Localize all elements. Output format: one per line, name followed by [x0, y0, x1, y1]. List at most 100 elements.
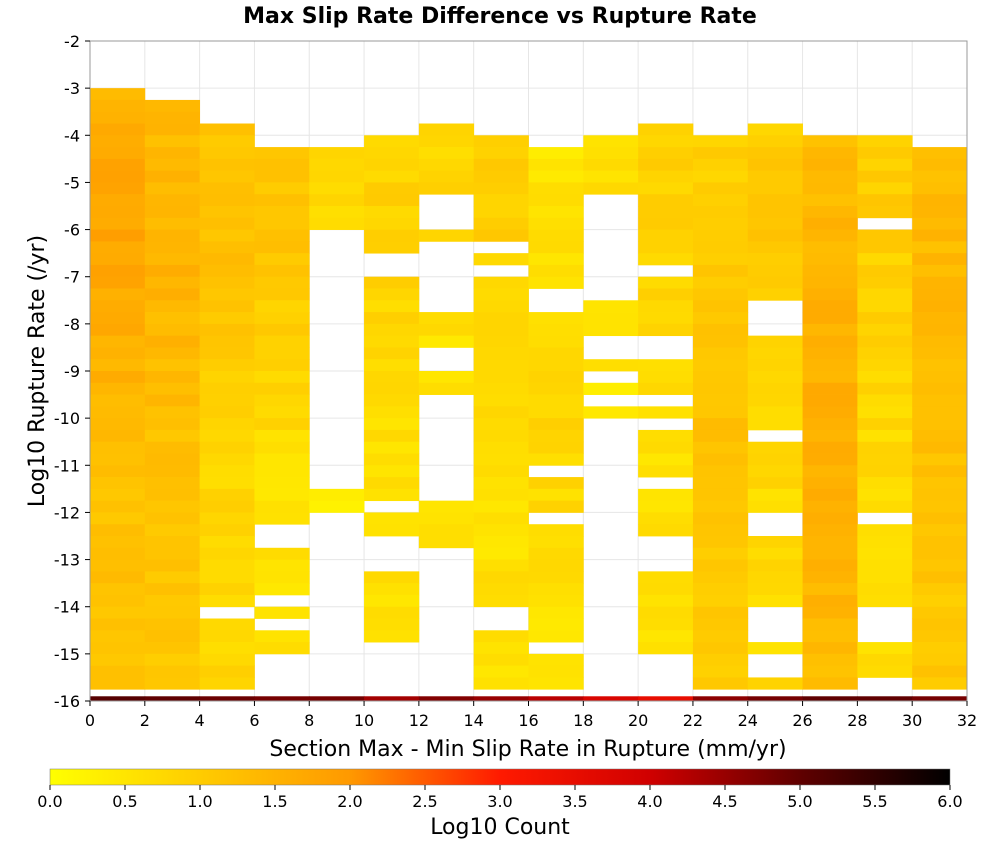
heatmap-cell — [144, 217, 201, 230]
heatmap-cell — [528, 359, 584, 372]
heatmap-cell — [802, 135, 858, 148]
heatmap-cell — [638, 465, 694, 478]
heatmap-cell — [638, 606, 694, 619]
heatmap-cell — [912, 394, 968, 407]
x-tick-label: 2 — [140, 711, 150, 730]
heatmap-cell — [199, 312, 255, 325]
heatmap-cell — [638, 630, 694, 643]
heatmap-cell — [473, 217, 529, 230]
heatmap-cell — [912, 677, 968, 690]
heatmap-cell — [254, 359, 310, 372]
heatmap-cell — [144, 677, 201, 690]
heatmap-cell — [747, 559, 803, 572]
heatmap-cell — [747, 406, 803, 419]
heatmap-cell — [802, 512, 858, 525]
heatmap-cell — [747, 347, 803, 360]
heatmap-cell — [638, 359, 694, 372]
x-tick-label: 30 — [902, 711, 922, 730]
heatmap-cell — [747, 488, 803, 502]
heatmap-cell — [692, 335, 749, 348]
heatmap-cell — [309, 170, 365, 183]
heatmap-cell — [747, 453, 803, 466]
heatmap-cell — [857, 406, 913, 419]
heatmap-cell — [528, 182, 584, 195]
heatmap-cell — [912, 642, 968, 655]
heatmap-cell — [254, 406, 310, 419]
heatmap-cell — [528, 441, 584, 454]
heatmap-cell — [473, 512, 529, 525]
heatmap-cell — [199, 123, 255, 136]
heatmap-cell — [254, 182, 310, 195]
heatmap-cell — [692, 170, 749, 183]
heatmap-cell — [747, 536, 803, 549]
heatmap-cell — [802, 371, 858, 384]
heatmap-cell — [747, 288, 803, 301]
heatmap-cell — [364, 606, 420, 619]
x-tick-label: 32 — [957, 711, 977, 730]
heatmap-cell — [90, 618, 146, 631]
heatmap-cell — [473, 335, 529, 348]
heatmap-cell — [857, 359, 913, 372]
heatmap-cell — [692, 147, 749, 160]
x-axis-label: Section Max - Min Slip Rate in Rupture (… — [269, 737, 786, 762]
heatmap-cell — [144, 512, 201, 525]
heatmap-cell — [747, 123, 803, 136]
heatmap-cell — [254, 158, 310, 172]
heatmap-cell — [857, 571, 913, 584]
heatmap-cell — [144, 359, 201, 372]
heatmap-cell — [144, 288, 201, 301]
heatmap-cell — [857, 382, 913, 395]
heatmap-cell — [90, 158, 146, 172]
heatmap-cell — [583, 158, 639, 172]
heatmap-cell — [364, 359, 420, 372]
heatmap-cell — [912, 276, 968, 289]
heatmap-cell — [528, 429, 584, 443]
heatmap-cell — [747, 418, 803, 431]
heatmap-cell — [144, 182, 201, 195]
heatmap-cell — [747, 642, 803, 655]
heatmap-cell — [857, 312, 913, 325]
heatmap-cell — [199, 594, 255, 608]
heatmap-cell — [912, 465, 968, 478]
heatmap-cell — [857, 559, 913, 572]
heatmap-cell — [692, 394, 749, 407]
heatmap-cell — [528, 677, 584, 690]
heatmap-cell — [418, 135, 475, 148]
heatmap-cell — [912, 559, 968, 572]
heatmap-cell — [473, 653, 529, 667]
heatmap-cell — [912, 453, 968, 466]
heatmap-cell — [144, 606, 201, 619]
heatmap-cell — [857, 441, 913, 454]
heatmap-cell — [528, 477, 584, 490]
heatmap-cell — [528, 371, 584, 384]
heatmap-cell — [473, 170, 529, 183]
heatmap-cell — [692, 312, 749, 325]
colorbar-tick-label: 3.5 — [562, 792, 587, 811]
heatmap-cell — [692, 665, 749, 678]
heatmap-cell — [144, 524, 201, 537]
heatmap-cell — [144, 465, 201, 478]
heatmap-cell — [144, 371, 201, 384]
heatmap-cell — [254, 630, 310, 643]
x-tick-label: 28 — [847, 711, 867, 730]
heatmap-cell — [418, 335, 475, 348]
heatmap-cell — [144, 418, 201, 431]
heatmap-cell — [144, 264, 201, 278]
heatmap-cell — [199, 618, 255, 631]
heatmap-cell — [912, 571, 968, 584]
heatmap-cell — [802, 206, 858, 219]
heatmap-cell — [364, 206, 420, 219]
heatmap-cell — [692, 276, 749, 289]
heatmap-cell — [583, 300, 639, 313]
heatmap-cell — [90, 147, 146, 160]
heatmap-cell — [364, 323, 420, 337]
heatmap-cell — [90, 512, 146, 525]
heatmap-cell — [638, 194, 694, 207]
y-tick-label: -15 — [54, 645, 80, 664]
y-tick-label: -10 — [54, 409, 80, 428]
heatmap-cell — [802, 465, 858, 478]
heatmap-cell — [528, 630, 584, 643]
heatmap-cell — [692, 347, 749, 360]
heatmap-cell — [90, 583, 146, 596]
heatmap-cell — [473, 488, 529, 502]
